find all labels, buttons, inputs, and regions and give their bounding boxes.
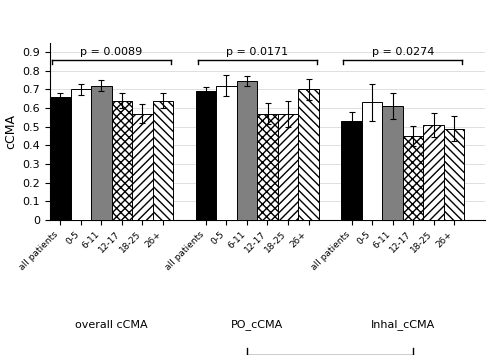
Y-axis label: cCMA: cCMA — [4, 114, 17, 149]
Bar — [70, 89, 91, 220]
Bar — [362, 102, 382, 220]
Bar — [91, 86, 112, 220]
Bar — [424, 125, 444, 220]
Bar — [298, 89, 319, 220]
Text: PO_cCMA: PO_cCMA — [231, 320, 283, 331]
Text: overall cCMA: overall cCMA — [76, 320, 148, 329]
Bar — [132, 114, 152, 220]
Bar — [403, 136, 423, 220]
Text: p = 0.0089: p = 0.0089 — [80, 47, 142, 56]
Text: p = 0.0274: p = 0.0274 — [372, 47, 434, 56]
Bar — [341, 121, 362, 220]
Bar — [112, 100, 132, 220]
Text: p = 0.0171: p = 0.0171 — [226, 47, 288, 56]
Bar — [216, 86, 236, 220]
Bar — [196, 91, 216, 220]
Bar — [236, 81, 257, 220]
Bar — [50, 97, 70, 220]
Text: Inhal_cCMA: Inhal_cCMA — [370, 320, 435, 331]
Bar — [257, 114, 278, 220]
Bar — [278, 114, 298, 220]
Bar — [382, 106, 403, 220]
Bar — [152, 100, 173, 220]
Bar — [444, 129, 464, 220]
